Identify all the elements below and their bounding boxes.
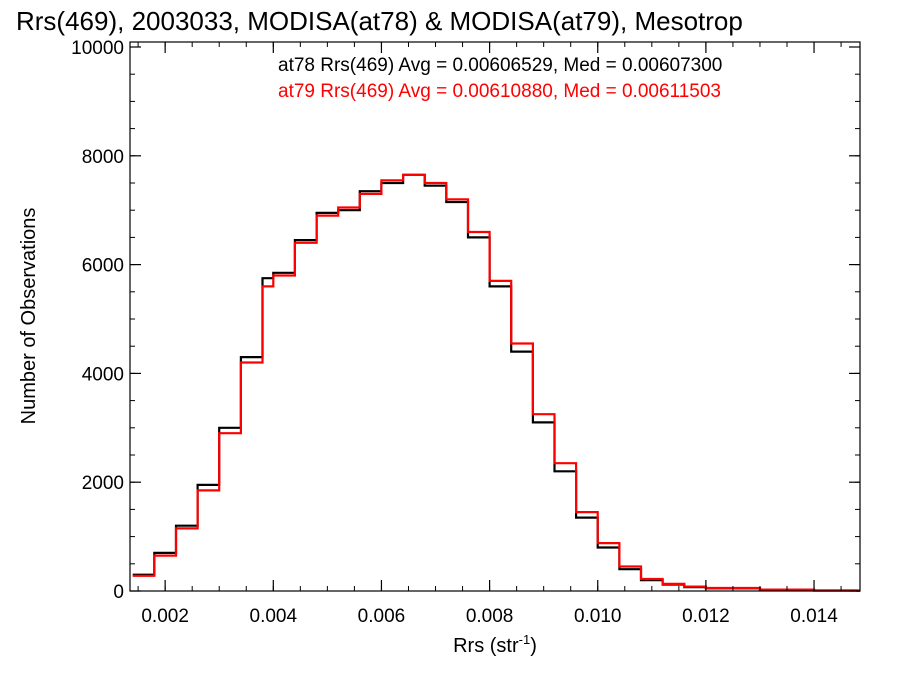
x-tick-label: 0.002	[141, 606, 189, 627]
stats-text-at79: at79 Rrs(469) Avg = 0.00610880, Med = 0.…	[278, 81, 721, 102]
y-axis-label: Number of Observations	[18, 208, 40, 425]
y-tick-label: 2000	[82, 473, 124, 494]
y-tick-label: 0	[113, 582, 124, 603]
x-tick-label: 0.008	[466, 606, 514, 627]
series-line-at79	[132, 173, 860, 592]
x-tick-label: 0.014	[790, 606, 838, 627]
plot-frame	[129, 41, 861, 592]
x-tick-label: 0.010	[574, 606, 622, 627]
axes: 0.002 0.004 0.006 0.008 0.010 0.012 0.014 0 2000…	[71, 38, 861, 627]
y-tick-label: 10000	[71, 38, 124, 59]
series-group	[132, 173, 860, 592]
chart-title: Rrs(469), 2003033, MODISA(at78) & MODISA…	[16, 6, 743, 36]
x-tick-label: 0.006	[358, 606, 406, 627]
stats-text-at78: at78 Rrs(469) Avg = 0.00606529, Med = 0.…	[278, 55, 722, 76]
y-tick-label: 4000	[82, 364, 124, 385]
x-tick-label: 0.004	[250, 606, 298, 627]
x-axis-label-close: )	[530, 635, 537, 657]
x-axis-label-superscript: -1	[519, 632, 531, 647]
stats-legend: at78 Rrs(469) Avg = 0.00606529, Med = 0.…	[278, 55, 722, 102]
x-axis-label: Rrs (str-1)	[453, 632, 537, 657]
x-axis-label-main: Rrs (str	[453, 635, 519, 657]
y-tick-label: 6000	[82, 256, 124, 277]
y-tick-label: 8000	[82, 147, 124, 168]
x-tick-label: 0.012	[682, 606, 730, 627]
